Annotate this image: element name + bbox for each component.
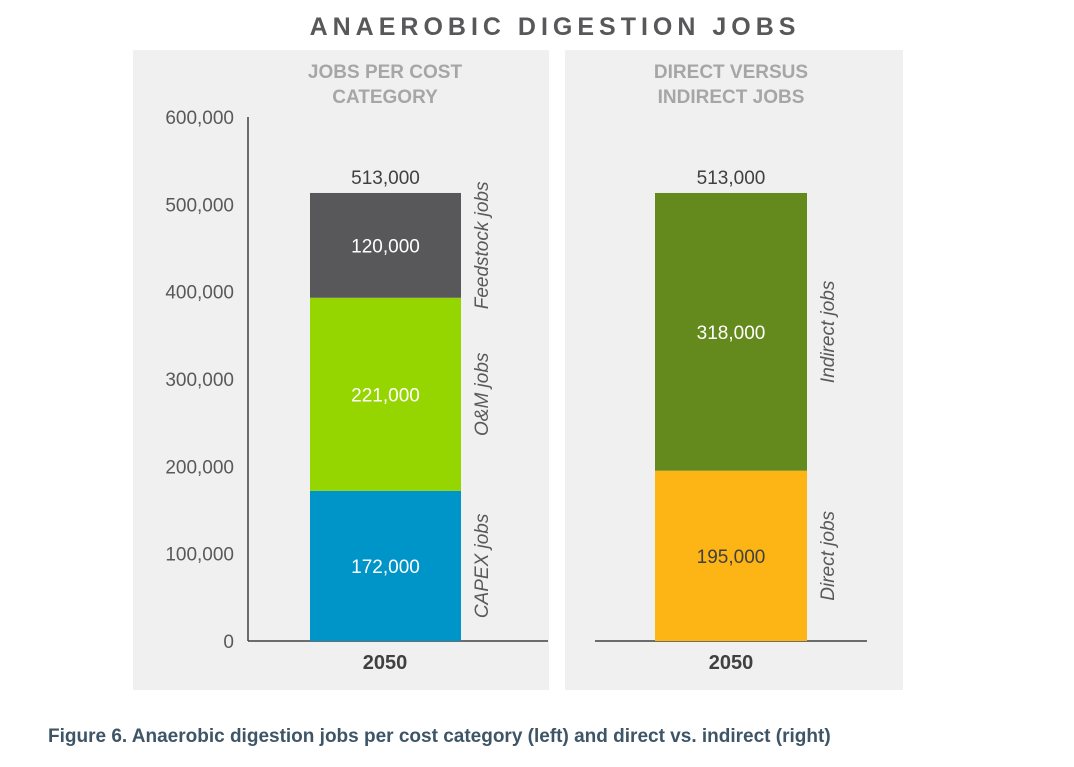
bar-segment [310, 490, 461, 641]
panel-title: CATEGORY [332, 87, 438, 108]
data-label: 172,000 [351, 557, 420, 578]
y-tick-label: 400,000 [165, 283, 234, 304]
y-tick-label: 0 [223, 632, 234, 653]
bar-segment [655, 470, 807, 641]
panel-title: DIRECT VERSUS [654, 62, 808, 83]
data-label: 318,000 [697, 323, 766, 344]
total-label: 513,000 [697, 168, 766, 189]
data-label: 221,000 [351, 385, 420, 406]
chart-title: ANAEROBIC DIGESTION JOBS [310, 13, 801, 41]
series-label: CAPEX jobs [472, 513, 493, 618]
bar-segment [310, 297, 461, 491]
series-label: O&M jobs [472, 352, 493, 436]
y-tick-label: 200,000 [165, 457, 234, 478]
x-tick-label: 2050 [709, 652, 754, 674]
series-label: Indirect jobs [818, 280, 839, 383]
panel-title: JOBS PER COST [308, 62, 463, 83]
series-label: Feedstock jobs [472, 181, 493, 309]
y-tick-label: 500,000 [165, 195, 234, 216]
bar-segment [655, 192, 807, 471]
x-tick-label: 2050 [363, 652, 408, 674]
y-tick-label: 600,000 [165, 108, 234, 129]
figure-caption: Figure 6. Anaerobic digestion jobs per c… [48, 726, 831, 747]
total-label: 513,000 [351, 168, 420, 189]
data-label: 120,000 [351, 236, 420, 257]
data-label: 195,000 [697, 547, 766, 568]
bar-segment [310, 192, 461, 298]
y-tick-label: 100,000 [165, 545, 234, 566]
series-label: Direct jobs [818, 510, 839, 600]
panel-title: INDIRECT JOBS [658, 87, 805, 108]
y-tick-label: 300,000 [165, 370, 234, 391]
